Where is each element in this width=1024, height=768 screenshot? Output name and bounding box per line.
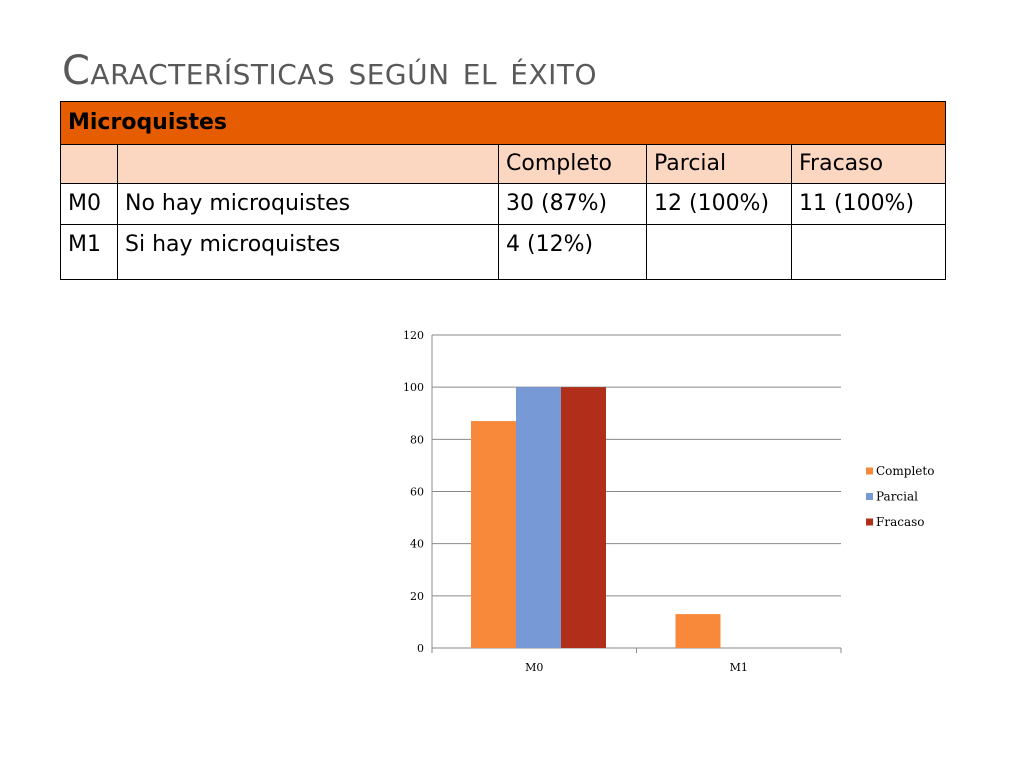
bar-completo-m0 [471,421,516,648]
y-tick-label: 60 [410,486,424,499]
x-tick-label: M0 [525,661,543,674]
table-cell [646,224,792,280]
table-cell: 12 (100%) [646,183,792,225]
column-header-cell [117,144,499,184]
legend-swatch [866,493,873,500]
x-tick-label: M1 [730,661,748,674]
slide-title: Características según el éxito [62,48,598,94]
bar-parcial-m0 [516,387,561,648]
column-header-parcial: Parcial [646,144,792,184]
bar-fracaso-m0 [561,387,606,648]
y-tick-label: 0 [417,642,424,655]
bar-chart: 0 20 40 60 80 100 120 M0 M1 Completo Parcial Fracas… [403,329,934,674]
legend-label: Parcial [876,490,918,504]
table-header-cell: Microquistes [60,101,946,145]
column-header-fracaso: Fracaso [791,144,946,184]
table-cell: 4 (12%) [498,224,647,280]
column-header-completo: Completo [498,144,647,184]
y-tick-label: 120 [403,329,424,342]
table-cell: No hay microquistes [117,183,499,225]
table-row: M0 No hay microquistes 30 (87%) 12 (100%… [60,183,946,225]
table-cell: Si hay microquistes [117,224,499,280]
microquistes-table: Microquistes Completo Parcial Fracaso M0… [60,101,946,280]
legend-swatch [866,518,873,526]
y-tick-label: 100 [403,381,424,394]
y-tick-label: 80 [410,433,424,446]
table-cell: 30 (87%) [498,183,647,225]
legend-swatch [866,467,873,475]
bar-completo-m1 [675,614,721,648]
legend-label: Fracaso [876,515,924,529]
table-cell: M0 [60,183,118,225]
table-row: M1 Si hay microquistes 4 (12%) [60,224,946,280]
y-tick-label: 20 [410,590,424,603]
column-header-cell [60,144,118,184]
table-cell: 11 (100%) [791,183,946,225]
table-column-header-row: Completo Parcial Fracaso [60,144,946,184]
table-header-row: Microquistes [60,101,946,145]
table-cell: M1 [60,224,118,280]
y-tick-label: 40 [410,538,424,551]
table-cell [791,224,946,280]
legend-label: Completo [876,464,934,478]
